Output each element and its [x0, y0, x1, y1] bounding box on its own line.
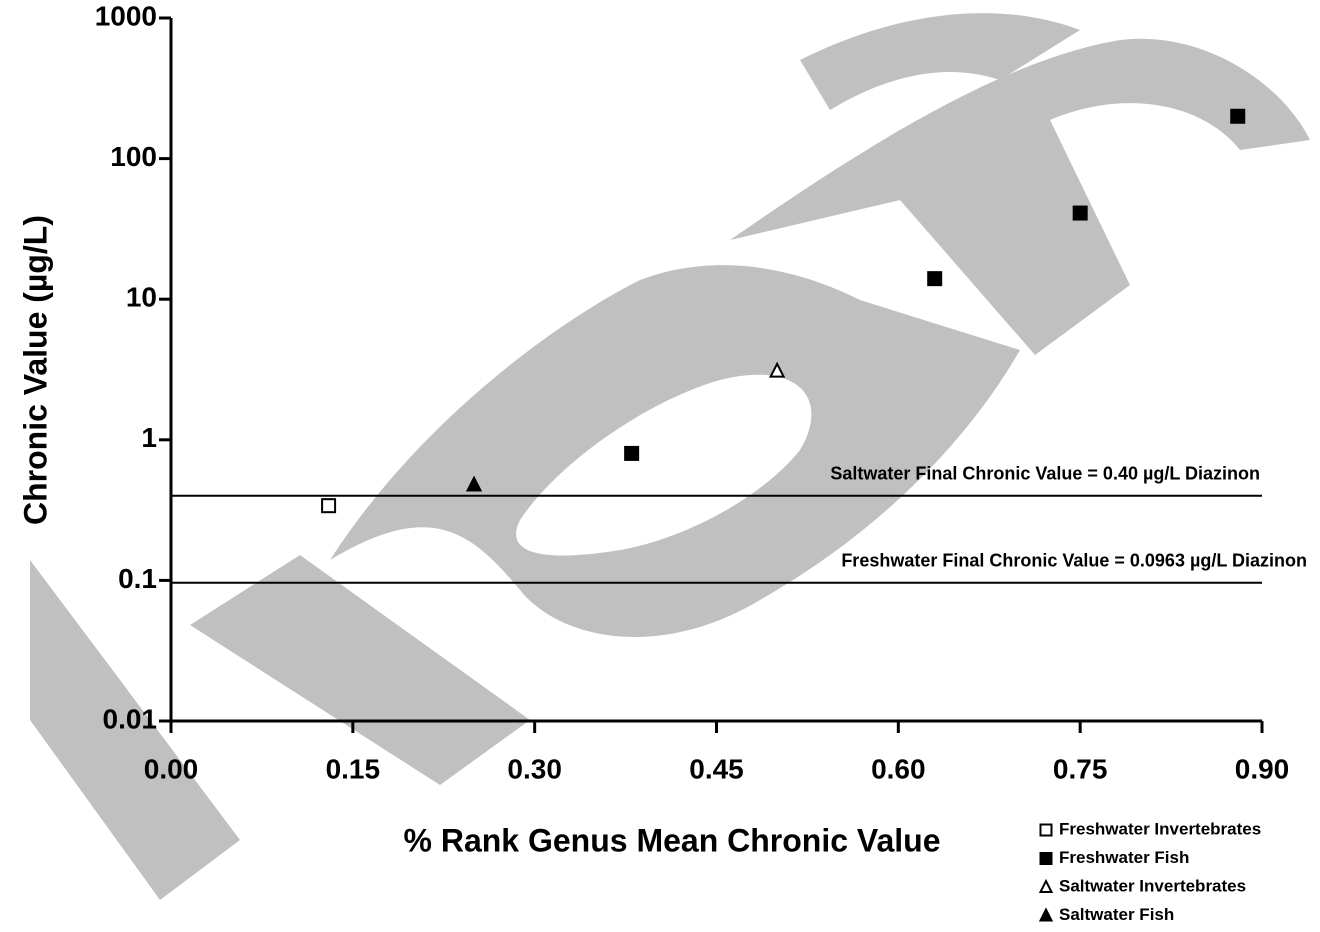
y-tick-label: 1000: [95, 0, 157, 31]
legend-label: Saltwater Fish: [1059, 905, 1174, 924]
watermark: [30, 13, 1310, 900]
legend-label: Saltwater Invertebrates: [1059, 876, 1246, 895]
y-tick-label: 100: [110, 141, 157, 172]
legend-marker: [1041, 853, 1052, 864]
legend-label: Freshwater Fish: [1059, 848, 1189, 867]
point: [1074, 207, 1087, 220]
chart: Chronic Value (µg/L) % Rank Genus Mean C…: [0, 0, 1320, 932]
point: [625, 447, 638, 460]
legend-marker: [1041, 825, 1052, 836]
x-tick-label: 0.00: [144, 753, 199, 784]
legend-label: Freshwater Invertebrates: [1059, 819, 1261, 838]
x-tick-label: 0.90: [1235, 753, 1290, 784]
y-tick-label: 0.01: [103, 703, 158, 734]
x-axis-label: % Rank Genus Mean Chronic Value: [403, 822, 940, 858]
reference-label: Saltwater Final Chronic Value = 0.40 µg/…: [830, 464, 1260, 484]
legend-marker: [1041, 881, 1052, 892]
y-tick-label: 0.1: [118, 563, 157, 594]
x-tick-label: 0.45: [689, 753, 744, 784]
reference-label: Freshwater Final Chronic Value = 0.0963 …: [841, 550, 1307, 570]
x-tick-label: 0.30: [507, 753, 562, 784]
x-tick-label: 0.60: [871, 753, 926, 784]
point: [322, 499, 335, 512]
x-tick-label: 0.15: [326, 753, 381, 784]
y-axis-label: Chronic Value (µg/L): [17, 215, 53, 525]
page: Chronic Value (µg/L) % Rank Genus Mean C…: [0, 0, 1320, 932]
y-tick-label: 1: [141, 422, 157, 453]
x-tick-label: 0.75: [1053, 753, 1108, 784]
y-tick-label: 10: [126, 282, 157, 313]
point: [1231, 110, 1244, 123]
point: [928, 272, 941, 285]
legend-marker: [1041, 910, 1052, 921]
